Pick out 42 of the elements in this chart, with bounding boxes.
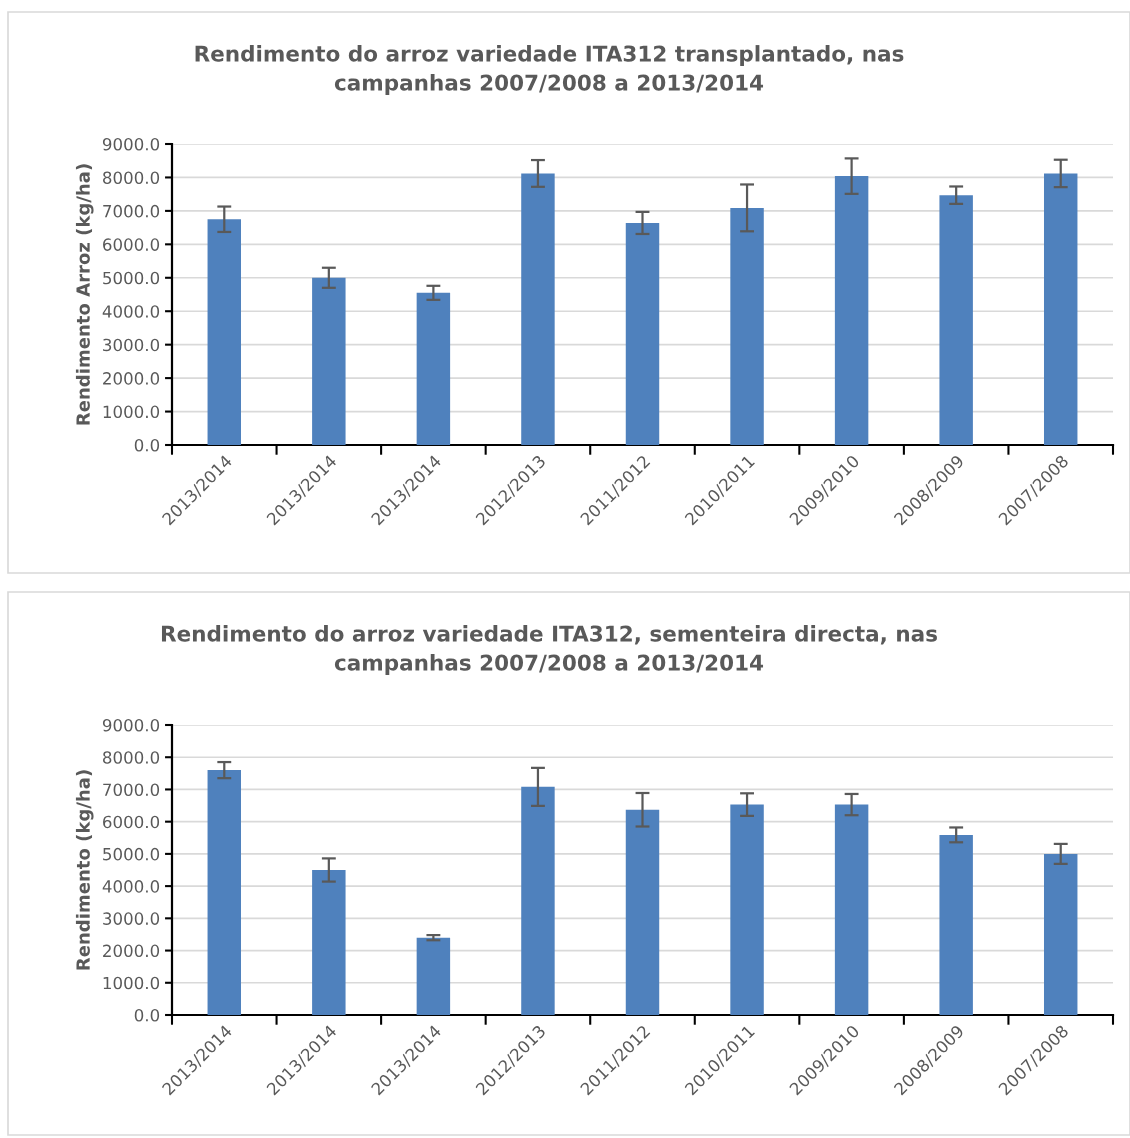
bar xyxy=(730,804,764,1015)
y-tick-label: 6000.0 xyxy=(103,815,160,829)
y-tick-label: 3000.0 xyxy=(103,912,160,925)
y-tick-label: 5000.0 xyxy=(103,847,160,861)
y-tick-label: 1000.0 xyxy=(103,405,160,419)
bar xyxy=(939,195,973,445)
y-axis-title: Rendimento Arroz (kg/ha) xyxy=(75,164,94,425)
bar xyxy=(834,176,869,445)
y-tick-label: 0.0 xyxy=(134,438,160,452)
y-tick-label: 5000.0 xyxy=(103,271,160,285)
chart-title: Rendimento do arroz variedade ITA312 transplantado, nas campanhas 2007/2008 a 2013/2014 xyxy=(195,45,904,95)
bar xyxy=(1043,853,1078,1015)
y-tick-label: 4000.0 xyxy=(102,880,160,893)
bar xyxy=(312,870,346,1015)
bar xyxy=(416,937,451,1015)
bar xyxy=(834,804,869,1015)
bar xyxy=(1043,173,1078,445)
bar xyxy=(625,809,660,1015)
y-tick-label: 3000.0 xyxy=(103,338,160,352)
y-tick-label: 9000.0 xyxy=(102,718,160,732)
y-tick-label: 4000.0 xyxy=(102,305,160,318)
bar xyxy=(625,222,660,445)
bar xyxy=(730,207,764,445)
bar xyxy=(207,770,242,1015)
bar xyxy=(521,786,555,1015)
y-tick-label: 7000.0 xyxy=(103,204,160,218)
y-tick-label: 0.0 xyxy=(134,1008,160,1022)
y-tick-label: 8000.0 xyxy=(103,751,160,764)
bar xyxy=(207,219,242,445)
y-tick-label: 9000.0 xyxy=(102,137,160,151)
y-tick-label: 7000.0 xyxy=(103,783,160,797)
y-tick-label: 1000.0 xyxy=(103,976,160,990)
bar xyxy=(312,277,346,445)
y-tick-label: 2000.0 xyxy=(103,372,160,385)
bar xyxy=(521,173,555,445)
y-axis-title: Rendimento (kg/ha) xyxy=(75,770,94,970)
bar xyxy=(416,292,451,445)
y-tick-label: 6000.0 xyxy=(103,238,160,251)
y-tick-label: 2000.0 xyxy=(103,944,160,958)
y-tick-label: 8000.0 xyxy=(103,171,160,185)
bar xyxy=(939,834,973,1015)
chart-title: Rendimento do arroz variedade ITA312, sementeira directa, nas campanhas 2007/2008 a 2013/2014 xyxy=(161,625,937,675)
